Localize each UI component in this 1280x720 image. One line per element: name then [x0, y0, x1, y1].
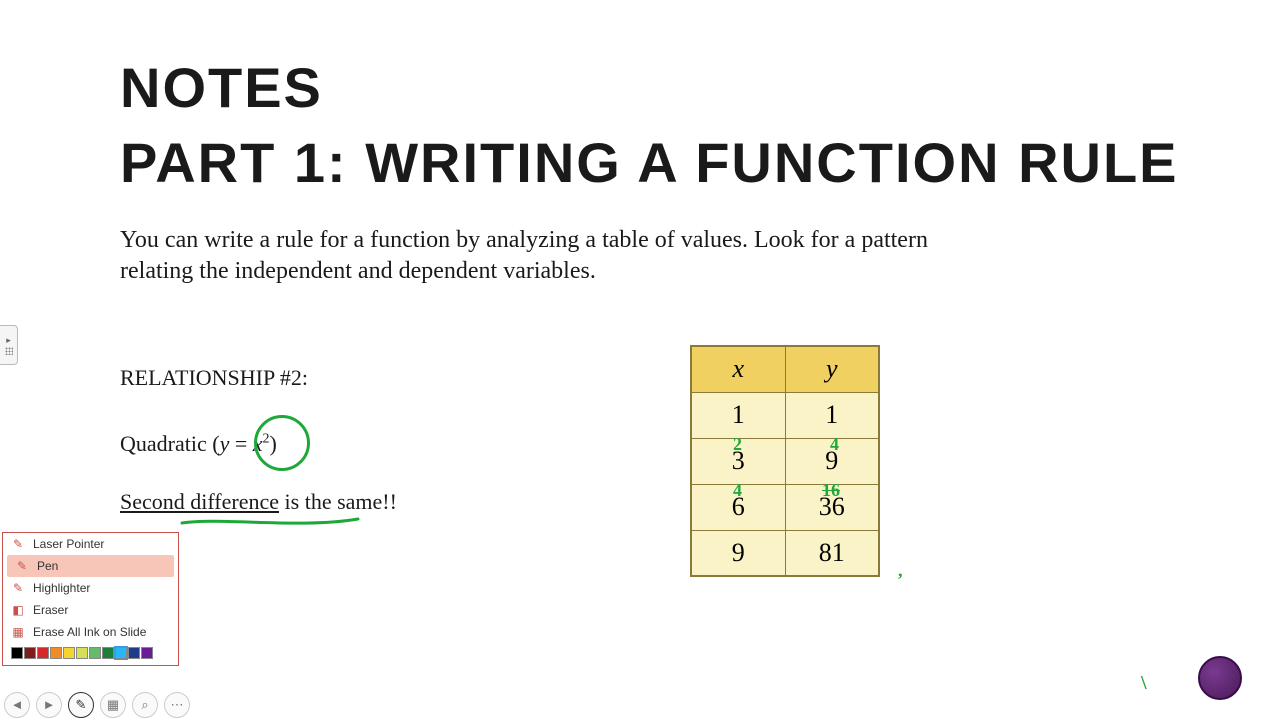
eraser-icon: ◧: [11, 603, 25, 617]
pen-stray-mark: \: [1141, 672, 1147, 695]
color-swatch[interactable]: [11, 647, 23, 659]
quadratic-prefix: Quadratic (: [120, 431, 220, 456]
quadratic-equation: Quadratic (y = x2): [120, 431, 277, 457]
table-row: 636: [691, 484, 879, 530]
quadratic-x: x: [253, 431, 263, 456]
menu-item-laser-pointer[interactable]: ✎ Laser Pointer: [3, 533, 178, 555]
second-difference-text: Second difference is the same!!: [120, 489, 397, 515]
pen-underline-swoosh: [180, 515, 360, 529]
relationship-section: RELATIONSHIP #2: Quadratic (y = x2) Seco…: [120, 365, 397, 515]
color-swatch[interactable]: [141, 647, 153, 659]
grip-icon: [5, 347, 13, 355]
second-diff-underline: Second difference: [120, 489, 279, 514]
menu-label: Erase All Ink on Slide: [33, 625, 146, 639]
menu-item-pen[interactable]: ✎ Pen: [7, 555, 174, 577]
presenter-toolbar: ◄ ► ✎ ▦ ⌕ ⋯: [4, 692, 190, 718]
laser-pointer-icon: ✎: [11, 537, 25, 551]
color-swatch[interactable]: [128, 647, 140, 659]
slide-body-text: You can write a rule for a function by a…: [120, 225, 940, 287]
relationship-label: RELATIONSHIP #2:: [120, 365, 397, 391]
color-swatch[interactable]: [24, 647, 36, 659]
table-header-row: x y: [691, 346, 879, 392]
color-swatch[interactable]: [115, 647, 127, 659]
color-swatch[interactable]: [76, 647, 88, 659]
pen-tools-button[interactable]: ✎: [68, 692, 94, 718]
pen-icon: ✎: [15, 559, 29, 573]
color-swatch[interactable]: [102, 647, 114, 659]
color-swatch[interactable]: [50, 647, 62, 659]
title-line-2: PART 1: WRITING A FUNCTION RULE: [120, 130, 1230, 195]
menu-label: Eraser: [33, 603, 68, 617]
prev-slide-button[interactable]: ◄: [4, 692, 30, 718]
table-row: 981: [691, 530, 879, 576]
color-swatch[interactable]: [89, 647, 101, 659]
zoom-button[interactable]: ⌕: [132, 692, 158, 718]
erase-all-icon: ▦: [11, 625, 25, 639]
pen-stray-mark: ,: [898, 560, 903, 581]
menu-item-erase-all[interactable]: ▦ Erase All Ink on Slide: [3, 621, 178, 643]
menu-label: Laser Pointer: [33, 537, 104, 551]
menu-item-eraser[interactable]: ◧ Eraser: [3, 599, 178, 621]
quadratic-y: y: [220, 431, 230, 456]
quadratic-exp: 2: [263, 432, 270, 447]
highlighter-icon: ✎: [11, 581, 25, 595]
quadratic-suffix: ): [270, 431, 277, 456]
quadratic-eq: =: [229, 431, 252, 456]
title-line-1: NOTES: [120, 55, 1230, 120]
color-palette-row: [3, 643, 178, 665]
table-row: 39: [691, 438, 879, 484]
chevron-right-icon: ▸: [6, 336, 11, 345]
pen-tools-menu: ✎ Laser Pointer ✎ Pen ✎ Highlighter ◧ Er…: [2, 532, 179, 666]
see-all-slides-button[interactable]: ▦: [100, 692, 126, 718]
presenter-avatar-badge: [1198, 656, 1242, 700]
menu-label: Highlighter: [33, 581, 90, 595]
xy-table: x y 11 39 636 981: [690, 345, 880, 577]
side-panel-tab[interactable]: ▸: [0, 325, 18, 365]
slide-content: NOTES PART 1: WRITING A FUNCTION RULE Yo…: [120, 55, 1230, 287]
color-swatch[interactable]: [37, 647, 49, 659]
menu-label: Pen: [37, 559, 58, 573]
more-options-button[interactable]: ⋯: [164, 692, 190, 718]
table-row: 11: [691, 392, 879, 438]
col-header-x: x: [691, 346, 785, 392]
next-slide-button[interactable]: ►: [36, 692, 62, 718]
color-swatch[interactable]: [63, 647, 75, 659]
col-header-y: y: [785, 346, 879, 392]
second-diff-rest: is the same!!: [279, 489, 397, 514]
menu-item-highlighter[interactable]: ✎ Highlighter: [3, 577, 178, 599]
